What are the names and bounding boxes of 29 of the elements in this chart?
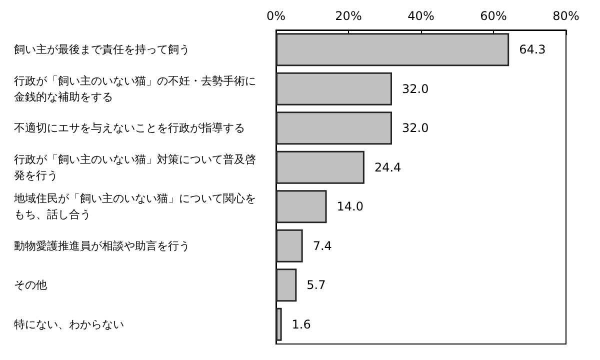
data-label: 32.0 (402, 121, 429, 136)
bar (276, 112, 392, 145)
data-label: 14.0 (336, 200, 364, 214)
y-tick-label: その他 (14, 278, 47, 292)
y-tick-label: 行政が「飼い主のいない猫」の不妊・去勢手術に金銭的な補助をする (14, 74, 256, 104)
y-tick-label: 不適切にエサを与えないことを行政が指導する (14, 122, 245, 135)
data-label: 1.6 (292, 317, 311, 332)
y-tick-label: 地域住民が「飼い主のいない猫」について関心をもち、話し合う (13, 192, 256, 222)
bar (276, 150, 364, 184)
data-label: 7.4 (312, 238, 332, 253)
bar (276, 190, 327, 224)
data-label: 5.7 (306, 278, 326, 292)
y-tick-label: 行政が「飼い主のいない猫」対策について普及啓発を行う (14, 152, 256, 182)
bar (276, 33, 510, 66)
x-tick-label: 0% (266, 9, 286, 23)
data-label: 24.4 (374, 160, 402, 174)
data-label: 64.3 (519, 42, 546, 57)
x-tick-label: 20% (335, 9, 362, 23)
y-tick-label: 飼い主が最後まで責任を持って飼う (14, 43, 190, 56)
data-label: 32.0 (402, 82, 429, 96)
y-tick-label: 動物愛護推進員が相談や助言を行う (14, 239, 190, 252)
bar (276, 268, 297, 302)
x-tick-label: 40% (408, 9, 434, 23)
x-tick-label: 80% (552, 9, 580, 23)
bar (276, 229, 303, 262)
x-tick-label: 60% (480, 9, 507, 23)
bar (276, 72, 392, 106)
bar (276, 308, 282, 341)
y-tick-label: 特にない、わからない (14, 318, 124, 331)
